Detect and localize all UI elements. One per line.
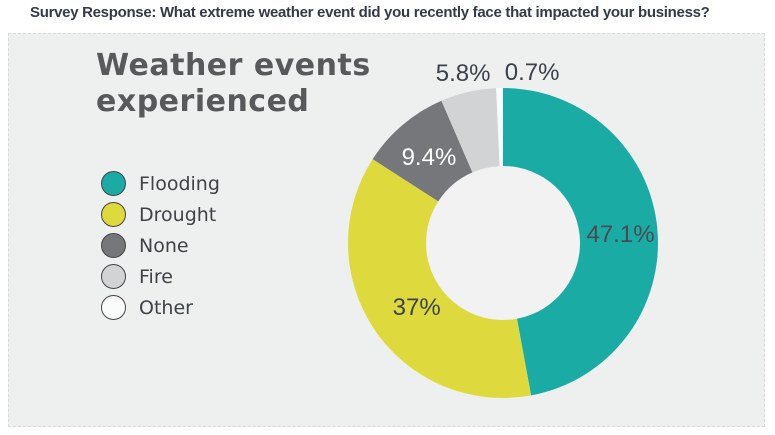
legend-label: None [139,234,189,257]
donut-slice-flooding [503,88,658,396]
donut-slice-fire [441,88,500,173]
donut-slice-other [496,88,503,167]
legend-item-none: None [101,230,220,261]
legend-swatch-drought [101,202,126,227]
slice-label-other: 0.7% [504,59,560,87]
donut-slice-none [372,100,473,202]
legend-label: Fire [139,265,173,288]
slice-label-flooding: 47.1% [586,221,655,249]
donut-hole [426,166,580,320]
legend-item-other: Other [101,292,220,323]
slice-label-drought: 37% [392,293,441,321]
slice-label-fire: 5.8% [435,59,491,87]
chart-title: Weather events experienced [96,48,371,119]
legend-swatch-none [101,233,126,258]
legend-swatch-flooding [101,171,126,196]
legend-label: Other [139,296,193,319]
legend-item-fire: Fire [101,261,220,292]
legend-swatch-other [101,295,126,320]
survey-question-title: Survey Response: What extreme weather ev… [30,4,710,21]
donut-svg [348,88,658,398]
legend-label: Drought [139,203,217,226]
donut-slice-drought [348,159,532,398]
donut-chart: 47.1% 37% 9.4% 5.8% 0.7% [333,59,673,413]
legend-label: Flooding [139,172,220,195]
legend: Flooding Drought None Fire Other [101,168,220,323]
legend-item-flooding: Flooding [101,168,220,199]
legend-swatch-fire [101,264,126,289]
chart-panel: Weather events experienced Flooding Droug… [8,33,765,427]
slice-label-none: 9.4% [401,143,457,171]
legend-item-drought: Drought [101,199,220,230]
